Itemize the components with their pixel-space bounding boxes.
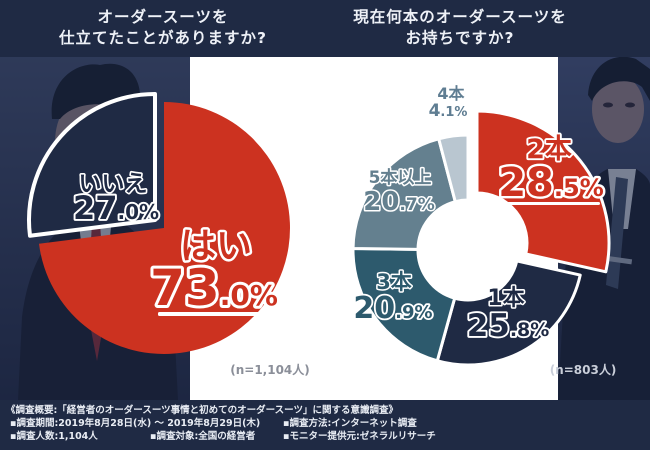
slice-label-1-3: 5本以上	[369, 167, 432, 188]
slice-label-0-1: いいえ	[79, 171, 148, 197]
left-title-line1: オーダースーツを	[97, 8, 229, 26]
left-title-line2: 仕立てたことがありますか?	[59, 29, 267, 47]
slice-percent-1-4: 4.1%	[429, 101, 468, 121]
slice-label-1-0: 2本	[526, 134, 572, 165]
survey-people: ▪調査人数:1,104人	[10, 431, 98, 442]
right-title-line1: 現在何本のオーダースーツを	[353, 8, 567, 26]
survey-target: ▪調査対象:全国の経営者	[150, 431, 256, 442]
slice-label-1-4: 4本	[437, 84, 464, 103]
percent-underline-0-0	[158, 312, 272, 316]
left-chart-title: オーダースーツを 仕立てたことがありますか?	[10, 0, 316, 49]
header-band	[0, 0, 650, 57]
survey-method: ▪調査方法:インターネット調査	[283, 418, 417, 429]
slice-label-0-0: はい	[180, 226, 252, 267]
slice-percent-1-1: 25.8%	[467, 308, 550, 344]
survey-overview: 《調査概要:「経営者のオーダースーツ事情と初めてのオーダースーツ」に関する意識調…	[6, 405, 398, 416]
pie-slice-1-1	[435, 259, 582, 367]
percent-underline-1-0	[504, 202, 600, 205]
slice-percent-1-0: 28.5%	[498, 160, 604, 206]
pie-slice-1-4	[437, 133, 470, 204]
right-chart-title: 現在何本のオーダースーツを お持ちですか?	[335, 0, 585, 49]
survey-monitor: ▪モニター提供元:ゼネラルリサーチ	[283, 431, 436, 442]
footer-band: 《調査概要:「経営者のオーダースーツ事情と初めてのオーダースーツ」に関する意識調…	[0, 400, 650, 450]
slice-percent-0-1: 27.0%	[73, 189, 159, 227]
survey-period: ▪調査期間:2019年8月28日(水) ～ 2019年8月29日(木)	[10, 418, 261, 429]
pie-slice-1-3	[351, 137, 457, 251]
pie-slice-0-0	[38, 102, 291, 355]
pie-slice-1-2	[351, 247, 457, 363]
right-title-line2: お持ちですか?	[405, 29, 515, 47]
slice-percent-1-2: 20.9%	[353, 291, 432, 326]
sample-note-right: (n=803人)	[549, 363, 617, 377]
slice-percent-0-0: 73.0%	[150, 259, 278, 317]
pie-slice-0-1	[27, 92, 157, 238]
slice-label-1-2: 3本	[376, 270, 412, 294]
slice-percent-1-3: 20.7%	[363, 187, 435, 217]
sample-note-left: (n=1,104人)	[230, 363, 310, 377]
slice-label-1-1: 1本	[487, 286, 524, 311]
